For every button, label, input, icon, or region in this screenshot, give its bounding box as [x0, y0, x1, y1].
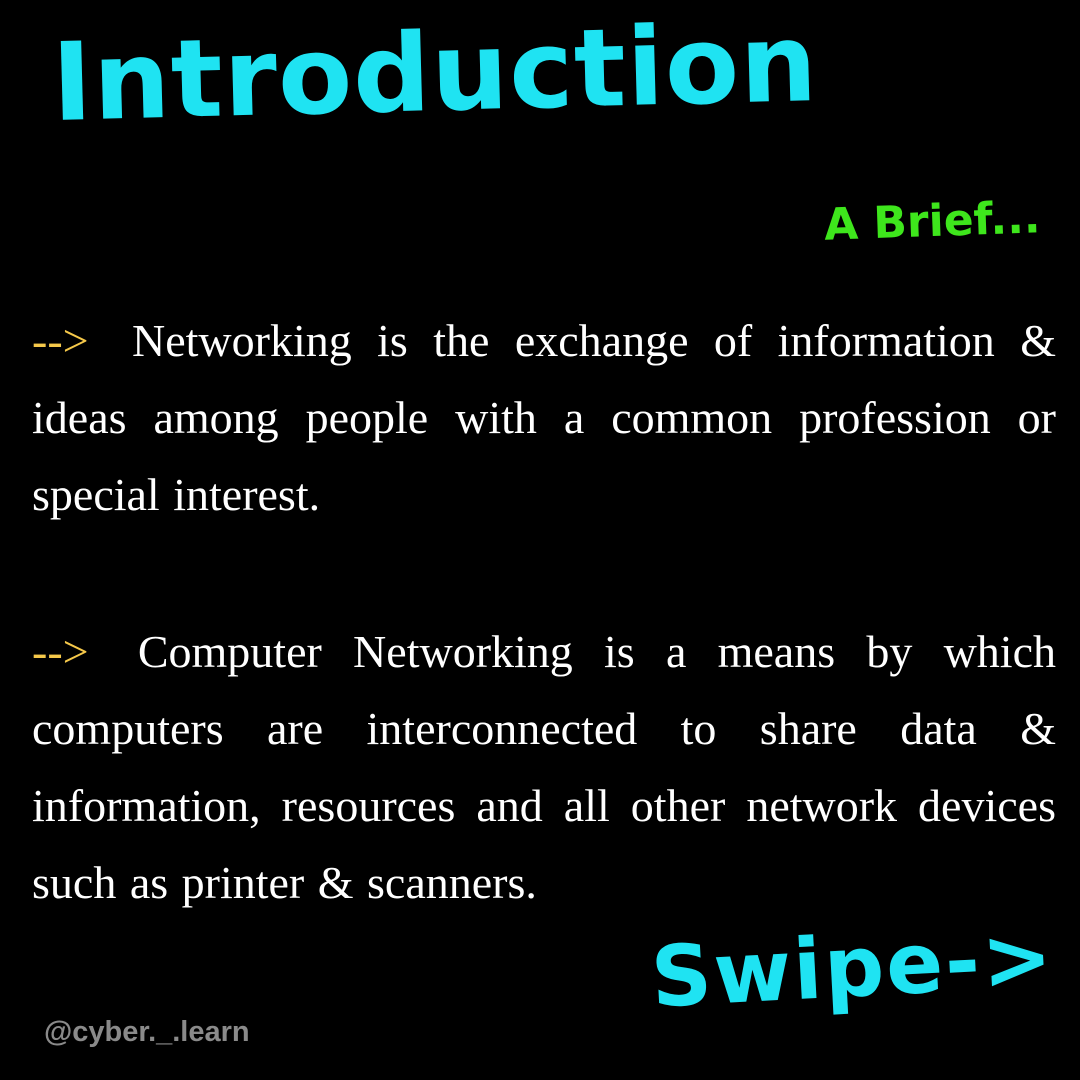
- slide-subtitle: A Brief...: [822, 192, 1041, 251]
- paragraph-computer-networking: --> Computer Networking is a means by wh…: [32, 613, 1056, 921]
- arrow-marker: -->: [32, 315, 89, 366]
- paragraph-networking: --> Networking is the exchange of inform…: [32, 302, 1056, 533]
- swipe-prompt: Swipe->: [648, 907, 1057, 1027]
- arrow-marker: -->: [32, 626, 89, 677]
- paragraph-text: Networking is the exchange of informatio…: [32, 315, 1056, 520]
- account-handle: @cyber._.learn: [44, 1016, 250, 1048]
- slide-title: Introduction: [50, 0, 820, 146]
- paragraph-text: Computer Networking is a means by which …: [32, 626, 1057, 908]
